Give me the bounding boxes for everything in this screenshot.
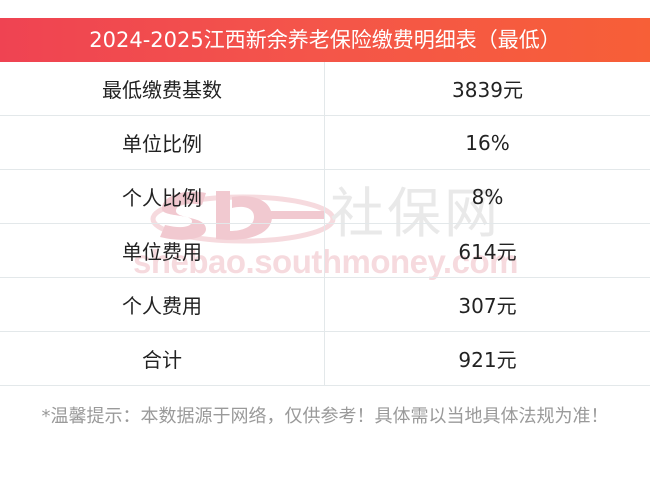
- row-label: 单位费用: [0, 224, 325, 277]
- table-row: 单位比例 16%: [0, 116, 650, 170]
- row-value: 921元: [458, 348, 517, 372]
- title-band: 2024-2025江西新余养老保险缴费明细表（最低）: [0, 18, 650, 62]
- row-label: 合计: [0, 332, 325, 385]
- row-label: 单位比例: [0, 116, 325, 169]
- pension-fee-table: 最低缴费基数 3839元 单位比例 16% 个人比例 8% 单位费用 614元 …: [0, 62, 650, 386]
- row-value: 307元: [458, 294, 517, 318]
- footer-note: *温馨提示：本数据源于网络，仅供参考！具体需以当地具体法规为准！: [41, 406, 609, 427]
- row-label: 个人费用: [0, 278, 325, 331]
- table-row: 最低缴费基数 3839元: [0, 62, 650, 116]
- row-value: 16%: [465, 130, 510, 155]
- page-title: 2024-2025江西新余养老保险缴费明细表（最低）: [89, 28, 561, 52]
- table-row: 单位费用 614元: [0, 224, 650, 278]
- row-value: 614元: [458, 240, 517, 264]
- table-row: 个人费用 307元: [0, 278, 650, 332]
- row-value: 3839元: [452, 78, 523, 102]
- row-label: 个人比例: [0, 170, 325, 223]
- table-row: 个人比例 8%: [0, 170, 650, 224]
- row-label: 最低缴费基数: [0, 62, 325, 115]
- row-value: 8%: [471, 184, 504, 209]
- table-row: 合计 921元: [0, 332, 650, 386]
